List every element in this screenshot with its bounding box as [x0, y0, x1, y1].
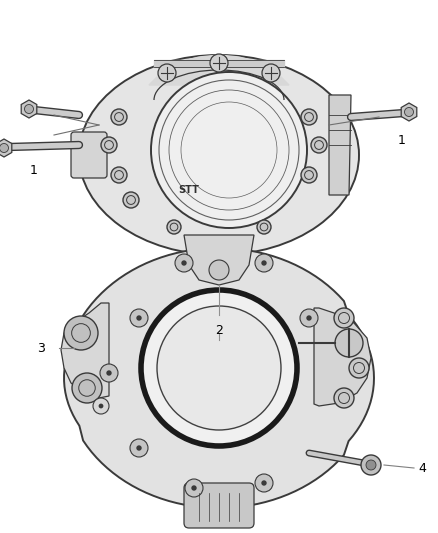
Circle shape	[111, 167, 127, 183]
Circle shape	[25, 104, 33, 114]
Circle shape	[141, 290, 297, 446]
Circle shape	[99, 403, 103, 408]
Circle shape	[111, 109, 127, 125]
Circle shape	[306, 316, 312, 321]
Circle shape	[255, 254, 273, 272]
Circle shape	[123, 192, 139, 208]
Ellipse shape	[79, 55, 359, 255]
Circle shape	[181, 260, 187, 265]
Polygon shape	[61, 303, 109, 398]
Circle shape	[151, 72, 307, 228]
Circle shape	[191, 486, 197, 491]
Circle shape	[209, 260, 229, 280]
Circle shape	[301, 167, 317, 183]
Polygon shape	[21, 100, 37, 118]
Polygon shape	[149, 55, 289, 85]
FancyBboxPatch shape	[71, 132, 107, 178]
Circle shape	[361, 455, 381, 475]
Text: 4: 4	[418, 463, 426, 475]
Circle shape	[301, 109, 317, 125]
Circle shape	[72, 373, 102, 403]
Circle shape	[334, 308, 354, 328]
Polygon shape	[329, 95, 351, 195]
Text: 1: 1	[30, 164, 38, 176]
Circle shape	[0, 143, 8, 152]
Circle shape	[100, 364, 118, 382]
Circle shape	[185, 479, 203, 497]
Circle shape	[130, 439, 148, 457]
Circle shape	[175, 254, 193, 272]
Circle shape	[261, 480, 267, 486]
Polygon shape	[401, 103, 417, 121]
Circle shape	[64, 316, 98, 350]
Circle shape	[167, 220, 181, 234]
Circle shape	[157, 306, 281, 430]
Circle shape	[262, 64, 280, 82]
Circle shape	[335, 329, 363, 357]
Text: STT: STT	[179, 185, 199, 195]
FancyBboxPatch shape	[184, 483, 254, 528]
Circle shape	[405, 108, 413, 117]
Circle shape	[311, 137, 327, 153]
Circle shape	[255, 474, 273, 492]
Circle shape	[93, 398, 109, 414]
Text: 2: 2	[215, 324, 223, 336]
Circle shape	[136, 316, 142, 321]
Circle shape	[210, 54, 228, 72]
Circle shape	[130, 309, 148, 327]
Circle shape	[366, 460, 376, 470]
Circle shape	[106, 370, 112, 376]
Text: 1: 1	[398, 133, 406, 147]
Circle shape	[261, 260, 267, 265]
Polygon shape	[64, 248, 374, 508]
Text: 3: 3	[37, 342, 45, 354]
Circle shape	[158, 64, 176, 82]
Circle shape	[334, 388, 354, 408]
Polygon shape	[314, 308, 371, 406]
Circle shape	[300, 309, 318, 327]
Polygon shape	[0, 139, 12, 157]
Circle shape	[101, 137, 117, 153]
Circle shape	[136, 445, 142, 451]
Circle shape	[257, 220, 271, 234]
Polygon shape	[184, 235, 254, 285]
Circle shape	[349, 358, 369, 378]
